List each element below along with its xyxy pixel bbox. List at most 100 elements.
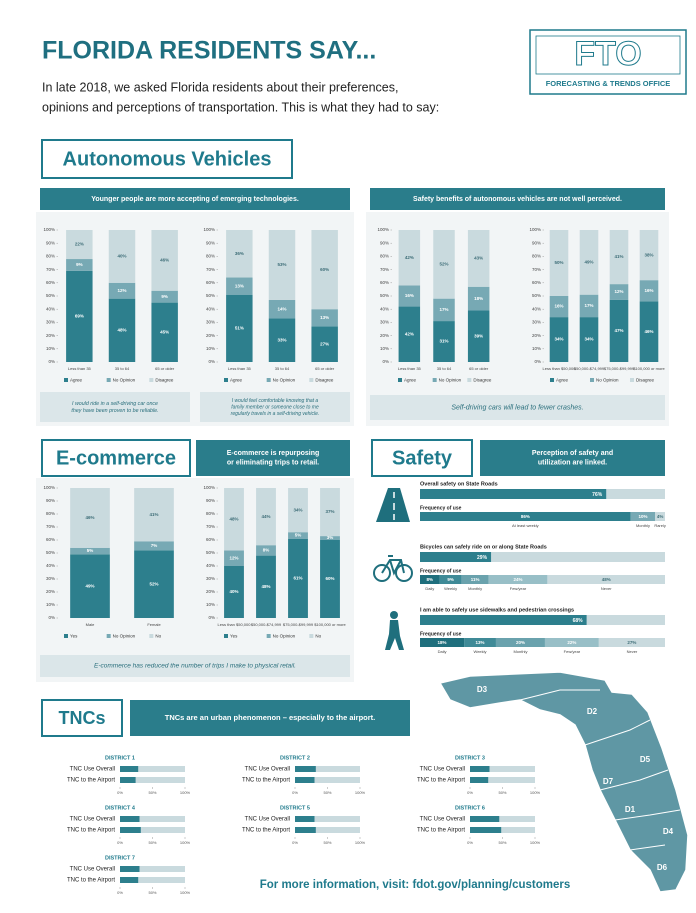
data-label: 16% [644,288,653,293]
bar-segment [320,536,340,540]
y-tick-label: 50% [532,293,541,298]
bar-segment [288,532,308,539]
district-title: DISTRICT 4 [105,805,136,811]
data-label: 38% [644,252,653,257]
legend-label: Agree [70,378,83,383]
row-label: TNC to the Airport [417,828,465,834]
y-tick-label: 30% [380,320,389,325]
legend-label: Disagree [473,378,492,383]
section-heading: E-commerce [56,447,176,469]
quote-text: I would feel comfortable knowing that a [232,398,319,404]
bar-segment [134,488,174,542]
legend-label: No Opinion [439,378,462,383]
section-heading-box [41,139,293,179]
y-tick-label: 30% [532,320,541,325]
data-label: 34% [584,337,593,342]
y-tick-label: 10% [46,346,55,351]
data-label: 12% [614,289,623,294]
bar-segment [467,310,490,362]
x-tick-label: 35 to 64 [115,366,130,371]
bar-segment [151,302,178,362]
y-tick-label: 60% [380,280,389,285]
data-label: 41% [149,512,158,517]
bar-segment [467,286,490,311]
data-label: 24% [513,577,522,582]
district-title: DISTRICT 6 [455,805,485,811]
x-tick-label: Less than 35 [398,366,422,371]
y-tick-label: 20% [206,333,215,338]
y-tick-label: 0% [48,615,55,620]
y-tick-label: 80% [380,254,389,259]
bar-segment [70,547,110,555]
x-tick-label: Female [147,622,161,627]
bar-track [295,816,360,822]
bar-segment [488,575,548,584]
segment-label: Few/year [510,586,527,591]
data-label: 13% [476,640,485,645]
district-title: DISTRICT 1 [105,755,135,761]
legend-swatch [550,378,554,382]
legend-label: No [155,634,161,639]
y-tick-label: 10% [206,602,215,607]
bar-segment [226,277,253,295]
bar-track [420,552,665,562]
data-label: 37% [325,509,334,514]
quote-box [200,392,350,422]
legend-label: Agree [556,378,569,383]
bar-segment [66,270,93,362]
segment-label: Never [627,649,638,654]
x-tick-label: $100,000 or more [314,622,346,627]
bar-segment [268,299,296,319]
y-tick-label: 70% [206,524,215,529]
segment-label: Few/year [564,649,581,654]
bar [120,827,141,833]
bar-segment [134,541,174,551]
bar-track [470,827,535,833]
x-tick-label: 50% [498,840,506,845]
y-tick-label: 100% [377,227,389,232]
data-label: 16% [554,304,563,309]
y-tick-label: 50% [46,293,55,298]
x-tick-label: Less than 35 [68,366,92,371]
data-label: 13% [320,315,329,320]
frequency-label: Frequency of use [420,631,462,637]
bar-track [120,816,185,822]
quote-box [370,395,665,420]
x-tick-label: 65 or older [469,366,489,371]
data-label: 29% [477,555,488,561]
bar-segment [66,230,93,260]
y-tick-label: 60% [206,537,215,542]
segment-label: Daily [438,649,447,654]
bar-segment [609,230,629,285]
data-label: 48% [229,516,238,521]
bar-track [120,766,185,772]
bar [470,766,490,772]
row-label: TNC Use Overall [420,767,465,773]
subtitle: opinions and perceptions of transportati… [42,100,439,114]
data-label: 9% [76,262,83,267]
x-tick-label: 50% [323,790,331,795]
legend-swatch [309,378,314,382]
district-title: DISTRICT 7 [105,855,135,861]
bar-segment [598,638,665,647]
row-label: TNC to the Airport [417,778,465,784]
banner [370,188,665,210]
bar-segment [134,550,174,618]
data-label: 48% [117,328,126,333]
bar-segment [311,326,338,362]
bar [120,877,139,883]
data-label: 18% [438,640,447,645]
data-label: 61% [293,576,302,581]
district-borders [519,689,681,851]
bar-segment [70,554,110,618]
y-tick-label: 70% [46,524,55,529]
data-label: 17% [439,307,448,312]
x-tick-label: 0% [292,840,298,845]
legend-label: Disagree [636,378,655,383]
legend-swatch [467,378,472,382]
data-label: 8% [427,577,434,582]
data-label: 3% [327,535,334,540]
data-label: 31% [439,339,448,344]
map-label: D4 [663,827,674,836]
